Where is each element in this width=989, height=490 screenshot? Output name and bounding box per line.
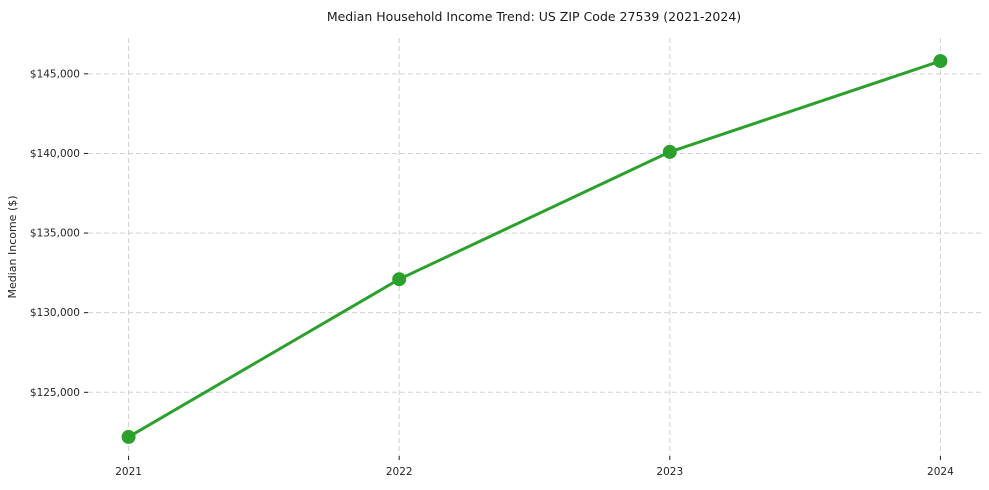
data-point-marker: [662, 144, 677, 159]
data-line: [127, 59, 942, 439]
y-tick-label: $140,000: [30, 148, 80, 160]
y-tick-label: $130,000: [30, 307, 80, 319]
data-point-marker: [121, 429, 136, 444]
data-point-marker: [392, 272, 407, 287]
plot-border: [88, 38, 981, 456]
x-tick-label: 2023: [656, 466, 683, 478]
gridlines-group: [88, 38, 981, 456]
y-tick-label: $145,000: [30, 68, 80, 80]
y-tick-labels-group: $125,000 $130,000 $135,000 $140,000 $145,000: [30, 68, 80, 398]
x-tick-labels-group: 2021 2022 2023 2024: [115, 466, 954, 478]
tick-marks-group: [84, 73, 941, 460]
x-tick-label: 2022: [386, 466, 413, 478]
x-tick-label: 2024: [927, 466, 954, 478]
data-series-group: [121, 54, 948, 444]
x-tick-label: 2021: [115, 466, 142, 478]
y-axis-label: Median Income ($): [6, 195, 19, 298]
y-tick-label: $125,000: [30, 387, 80, 399]
data-point-marker: [933, 54, 948, 69]
chart-title: Median Household Income Trend: US ZIP Co…: [327, 9, 741, 24]
y-tick-label: $135,000: [30, 228, 80, 240]
